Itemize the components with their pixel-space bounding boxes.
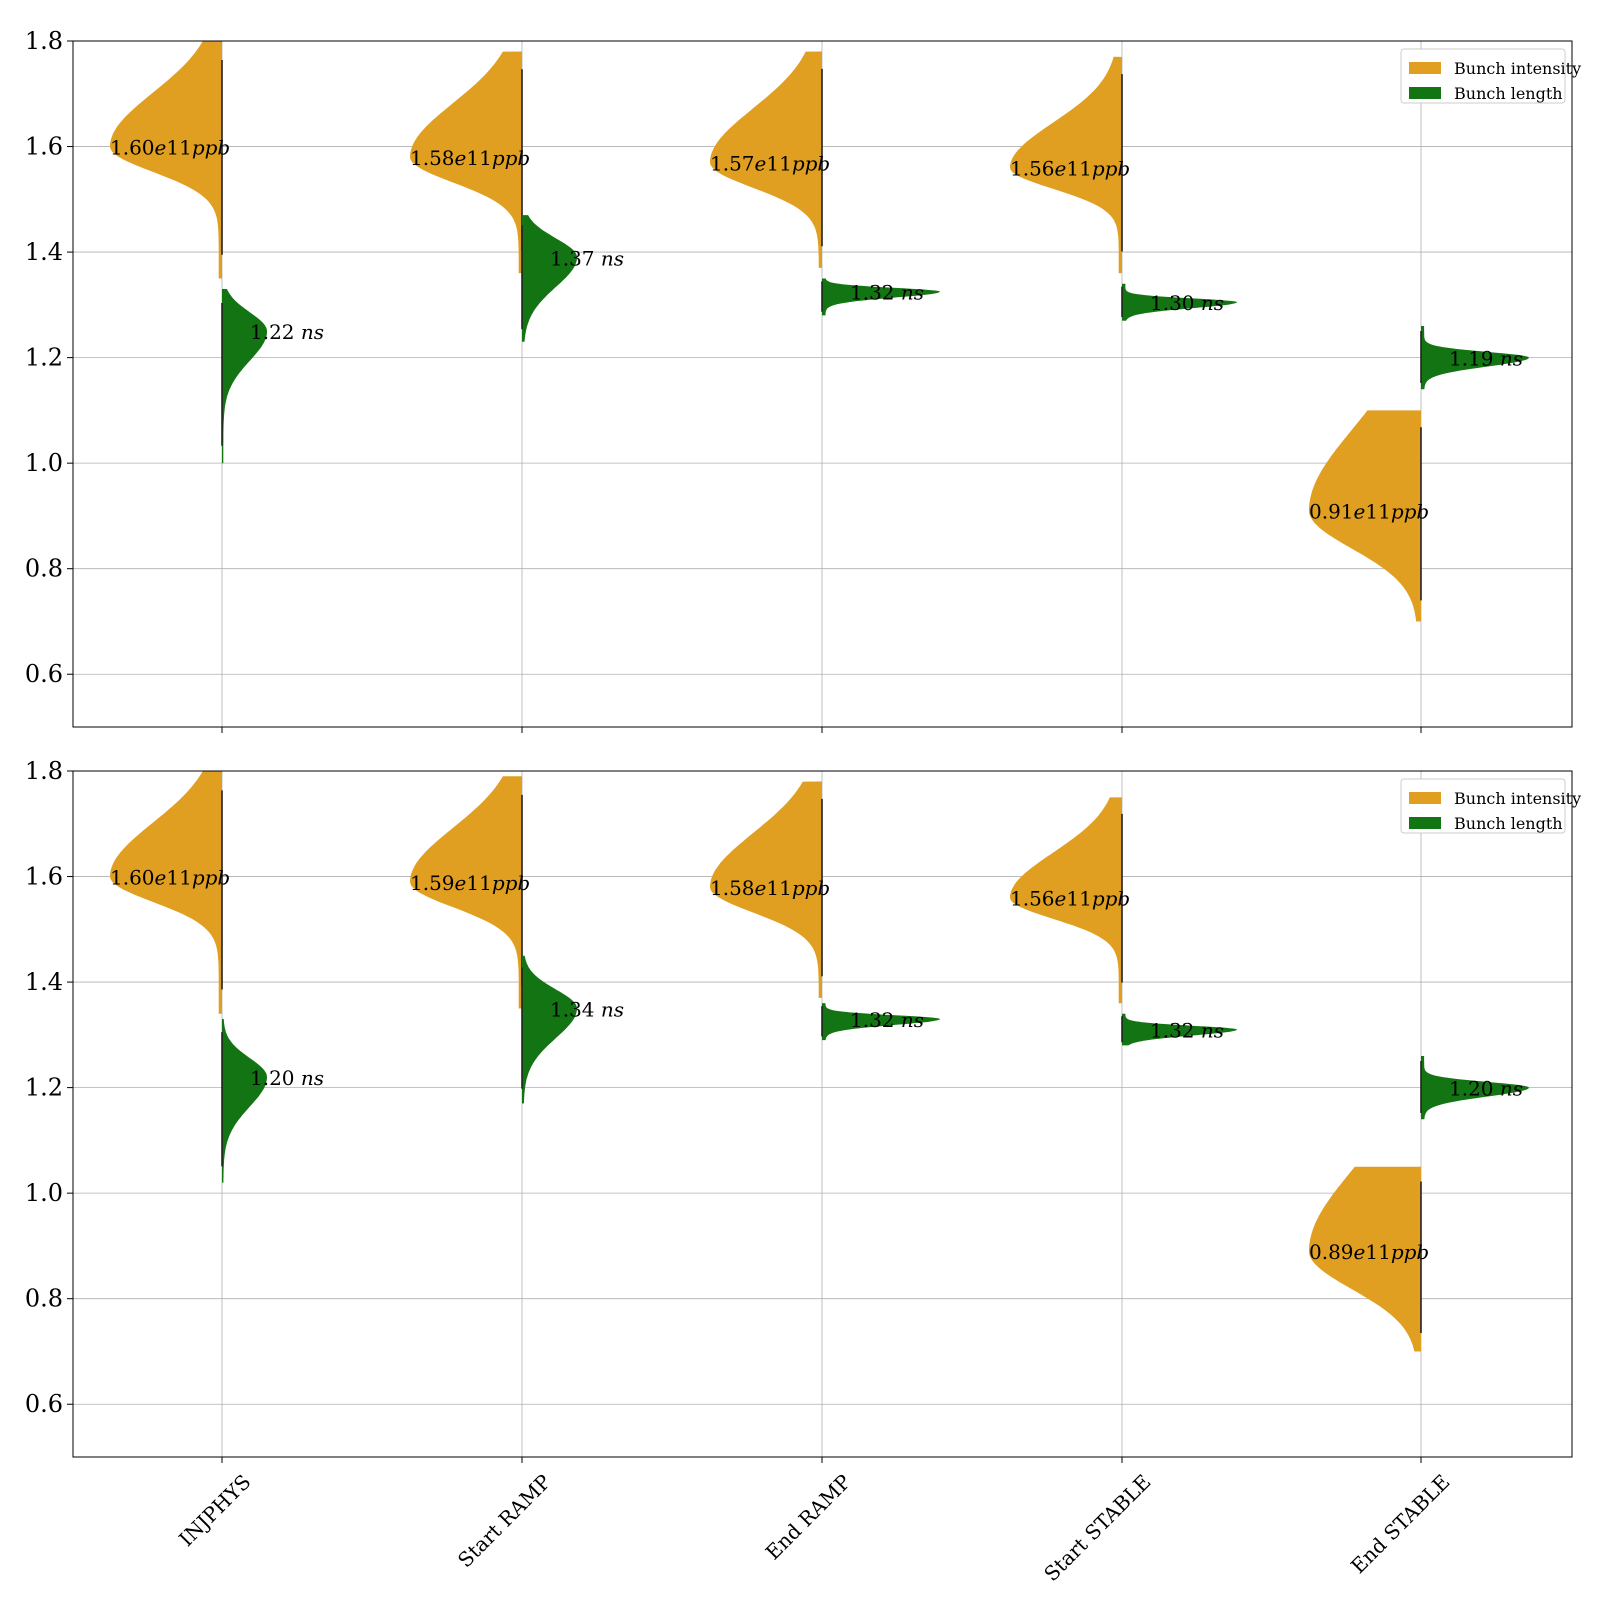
legend-label: Bunch intensity (1454, 59, 1581, 78)
intensity-value-label: 1.60e11ppb (110, 136, 230, 160)
length-value-label: 1.22 ns (250, 320, 324, 344)
panel-1: 0.6 0.8 1.0 1.2 1.4 1.6 1.8 1.60e11ppb 1.58e11pp… (25, 27, 1581, 733)
length-value-label: 1.32 ns (1150, 1019, 1224, 1043)
length-violin (222, 1019, 267, 1183)
x-tick-label: End RAMP (761, 1470, 856, 1565)
intensity-value-label: 1.57e11ppb (710, 151, 830, 175)
legend-label: Bunch length (1454, 84, 1563, 103)
intensity-value-label: 0.89e11ppb (1309, 1240, 1429, 1264)
intensity-violin (410, 776, 522, 1009)
y-tick-label: 1.2 (25, 1074, 63, 1102)
legend-swatch (1409, 817, 1441, 829)
y-tick-label: 1.6 (25, 863, 63, 891)
length-value-label: 1.20 ns (1449, 1077, 1523, 1101)
intensity-violin (1309, 410, 1421, 622)
y-tick-label: 1.8 (25, 27, 63, 55)
y-tick-label: 0.6 (25, 1390, 63, 1418)
legend-box (1400, 778, 1566, 834)
x-tick-label: End STABLE (1346, 1470, 1455, 1579)
intensity-violin (110, 771, 222, 1014)
legend: Bunch intensity Bunch length (1400, 48, 1581, 104)
length-value-label: 1.19 ns (1449, 347, 1523, 371)
intensity-value-label: 1.58e11ppb (710, 876, 830, 900)
y-tick-label: 1.4 (25, 238, 63, 266)
x-tick-label: Start RAMP (453, 1470, 556, 1573)
y-tick-label: 1.0 (25, 1179, 63, 1207)
panel-2: 0.6 0.8 1.0 1.2 1.4 1.6 1.8 1.60e11ppb 1.59e11pp… (25, 757, 1581, 1586)
x-tick-label: INJPHYS (174, 1470, 255, 1551)
intensity-violin (1010, 797, 1122, 1004)
legend-label: Bunch length (1454, 814, 1563, 833)
intensity-violin (410, 51, 522, 274)
intensity-value-label: 1.56e11ppb (1010, 887, 1130, 911)
intensity-violin (1010, 56, 1122, 274)
axes-frame (72, 40, 1573, 728)
legend: Bunch intensity Bunch length (1400, 778, 1581, 834)
length-violin (522, 955, 577, 1104)
y-tick-label: 0.8 (25, 1285, 63, 1313)
y-tick-label: 0.8 (25, 555, 63, 583)
legend-swatch (1409, 792, 1441, 804)
intensity-value-label: 0.91e11ppb (1309, 500, 1429, 524)
y-tick-label: 1.6 (25, 133, 63, 161)
length-violin (1122, 1013, 1237, 1046)
intensity-violin (710, 781, 822, 998)
y-tick-label: 1.2 (25, 344, 63, 372)
axes-frame (72, 770, 1573, 1458)
length-violin (822, 278, 940, 316)
intensity-value-label: 1.56e11ppb (1010, 157, 1130, 181)
intensity-value-label: 1.59e11ppb (410, 871, 530, 895)
length-value-label: 1.20 ns (250, 1066, 324, 1090)
legend-swatch (1409, 87, 1441, 99)
length-value-label: 1.32 ns (850, 281, 924, 305)
length-violin (1421, 325, 1529, 390)
intensity-value-label: 1.58e11ppb (410, 146, 530, 170)
length-violin (522, 215, 577, 342)
y-tick-label: 0.6 (25, 660, 63, 688)
intensity-violin (110, 41, 222, 279)
legend-box (1400, 48, 1566, 104)
intensity-violin (1309, 1166, 1421, 1352)
legend-label: Bunch intensity (1454, 789, 1581, 808)
length-value-label: 1.30 ns (1150, 291, 1224, 315)
intensity-value-label: 1.60e11ppb (110, 866, 230, 890)
intensity-violin (710, 51, 822, 268)
length-value-label: 1.34 ns (550, 997, 624, 1021)
y-tick-label: 1.4 (25, 968, 63, 996)
length-value-label: 1.37 ns (550, 246, 624, 270)
length-violin (222, 289, 267, 464)
y-tick-label: 1.8 (25, 757, 63, 785)
x-tick-label: Start STABLE (1039, 1470, 1155, 1586)
length-violin (1421, 1055, 1529, 1120)
length-violin (822, 1003, 940, 1041)
y-tick-label: 1.0 (25, 449, 63, 477)
length-value-label: 1.32 ns (850, 1008, 924, 1032)
legend-swatch (1409, 62, 1441, 74)
length-violin (1122, 283, 1237, 321)
